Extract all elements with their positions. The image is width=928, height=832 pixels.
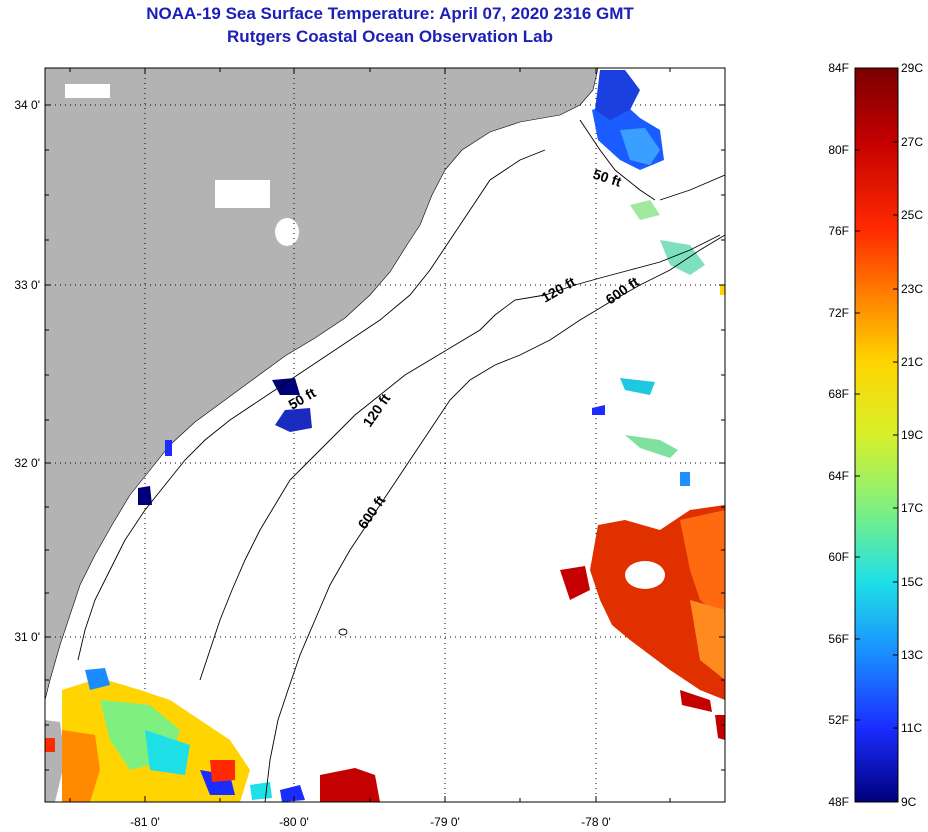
colorbar-f-label: 48F (828, 795, 849, 809)
colorbar-c-label: 29C (901, 61, 923, 75)
colorbar-c-label: 13C (901, 648, 923, 662)
graticule (45, 68, 725, 802)
colorbar-f-label: 80F (828, 143, 849, 157)
lake (65, 84, 110, 98)
map-title: NOAA-19 Sea Surface Temperature: April 0… (146, 4, 634, 23)
colorbar-c-label: 21C (901, 355, 923, 369)
colorbar-f-label: 68F (828, 387, 849, 401)
lat-tick-label: 31 0' (14, 630, 40, 644)
lake (275, 218, 299, 246)
colorbar-c-label: 11C (901, 721, 922, 735)
colorbar-f-label: 84F (828, 61, 849, 75)
bathymetry-contours (77, 119, 725, 802)
colorbar-f-label: 60F (828, 550, 849, 564)
colorbar-ticks (855, 141, 898, 729)
colorbar-f-label: 64F (828, 469, 849, 483)
colorbar-f-label: 56F (828, 632, 849, 646)
land-mass (45, 68, 599, 701)
colorbar-c-label: 15C (901, 575, 923, 589)
lat-tick-label: 34 0' (14, 98, 40, 112)
lon-tick-label: -80 0' (279, 815, 309, 829)
colorbar-f-label: 52F (828, 713, 849, 727)
lon-tick-label: -78 0' (581, 815, 611, 829)
colorbar-f-label: 72F (828, 306, 849, 320)
colorbar-c-label: 23C (901, 282, 923, 296)
colorbar (854, 67, 899, 803)
lon-tick-label: -81 0' (130, 815, 160, 829)
colorbar-c-label: 19C (901, 428, 923, 442)
colorbar-c-label: 9C (901, 795, 917, 809)
colorbar-f-label: 76F (828, 224, 849, 238)
sst-data (45, 70, 725, 802)
colorbar-c-label: 17C (901, 501, 923, 515)
lat-tick-label: 32 0' (14, 456, 40, 470)
lat-tick-label: 33 0' (14, 278, 40, 292)
axis-ticks (45, 68, 725, 802)
colorbar-c-label: 27C (901, 135, 923, 149)
map-subtitle: Rutgers Coastal Ocean Observation Lab (227, 27, 553, 46)
lon-tick-label: -79 0' (430, 815, 460, 829)
colorbar-c-label: 25C (901, 208, 923, 222)
lake (215, 180, 270, 208)
map-frame (44, 67, 726, 803)
